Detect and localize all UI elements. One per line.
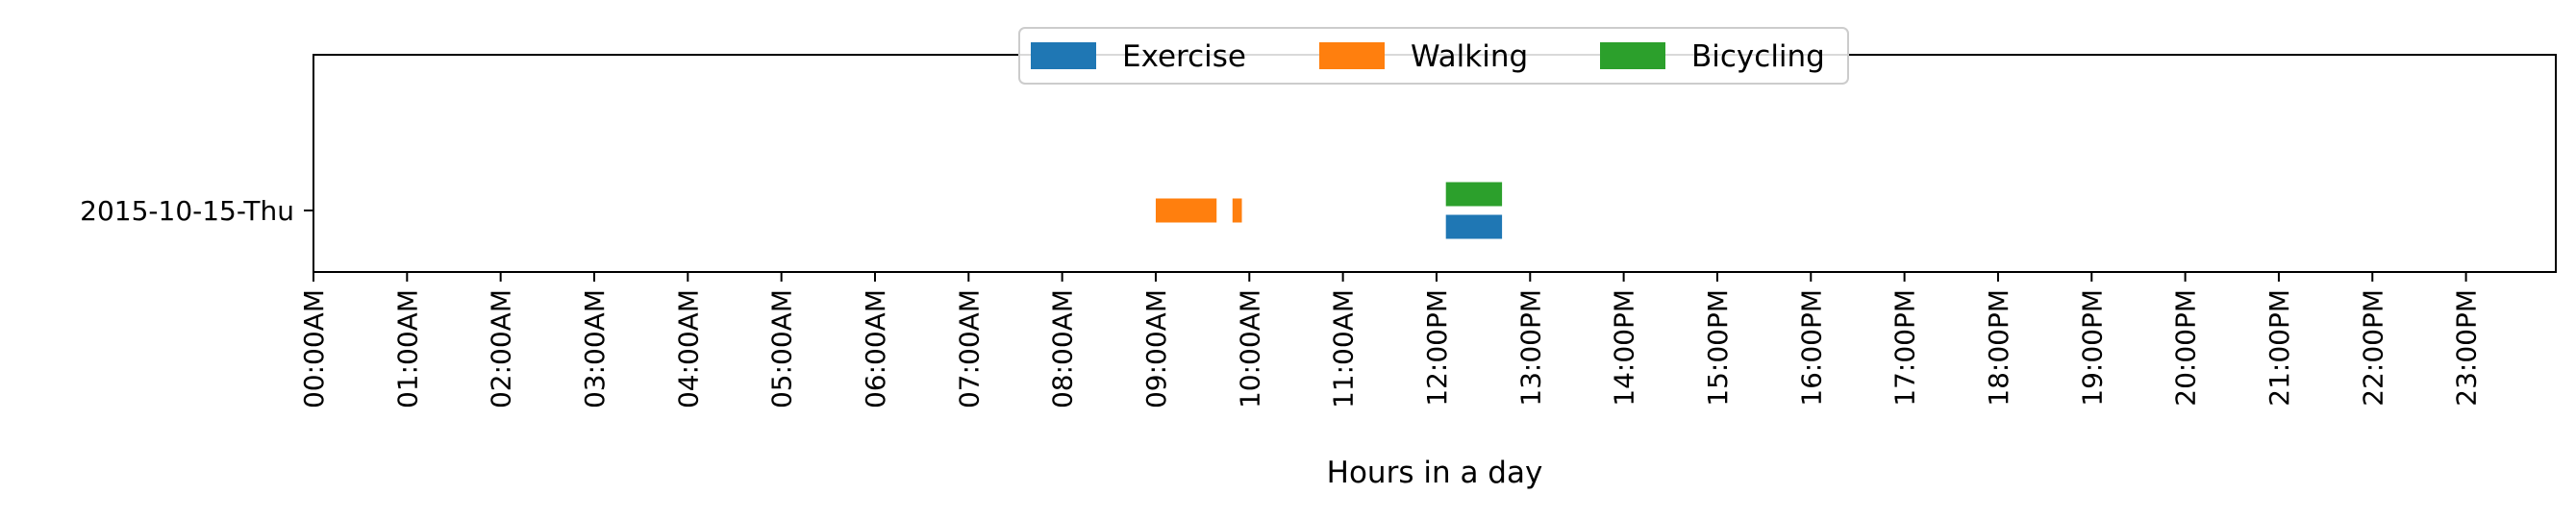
x-tick-label-18: 18:00PM <box>1983 289 2014 407</box>
legend-label-exercise: Exercise <box>1122 39 1246 74</box>
x-tick-label-1: 01:00AM <box>391 289 423 408</box>
x-tick-label-15: 15:00PM <box>1702 289 1734 407</box>
bar-exercise-0 <box>1445 214 1503 239</box>
x-tick-label-8: 08:00AM <box>1047 289 1079 408</box>
y-tick-label-0: 2015-10-15-Thu <box>80 195 294 227</box>
legend-swatch-exercise <box>1031 42 1096 69</box>
x-tick-label-4: 04:00AM <box>672 289 704 408</box>
x-tick-label-13: 13:00PM <box>1514 289 1546 407</box>
x-tick-label-23: 23:00PM <box>2451 289 2483 407</box>
x-tick-label-21: 21:00PM <box>2263 289 2295 407</box>
x-tick-label-5: 05:00AM <box>766 289 798 408</box>
x-tick-label-17: 17:00PM <box>1889 289 1921 407</box>
x-tick-label-20: 20:00PM <box>2170 289 2202 407</box>
x-tick-label-16: 16:00PM <box>1795 289 1827 407</box>
bar-walking-1 <box>1232 198 1242 223</box>
x-tick-label-0: 00:00AM <box>298 289 330 408</box>
x-tick-label-7: 07:00AM <box>953 289 985 408</box>
legend: Exercise Walking Bicycling <box>1018 27 1849 85</box>
x-axis-title: Hours in a day <box>1327 456 1543 490</box>
x-tick-label-19: 19:00PM <box>2076 289 2108 407</box>
legend-label-bicycling: Bicycling <box>1691 39 1825 74</box>
bar-bicycling-0 <box>1445 182 1503 207</box>
activity-bars <box>1155 182 1503 239</box>
legend-box <box>1018 27 1849 85</box>
x-tick-label-22: 22:00PM <box>2357 289 2388 407</box>
x-tick-label-12: 12:00PM <box>1421 289 1453 407</box>
x-tick-label-3: 03:00AM <box>579 289 611 408</box>
plot-frame <box>313 54 2557 273</box>
y-axis: 2015-10-15-Thu <box>80 195 313 227</box>
x-tick-label-10: 10:00AM <box>1234 289 1265 408</box>
x-axis: 00:00AM 01:00AM 02:00AM 03:00AM 04:00AM 05:00… <box>298 272 2483 408</box>
legend-swatch-walking <box>1319 42 1385 69</box>
x-tick-label-9: 09:00AM <box>1140 289 1172 408</box>
legend-label-walking: Walking <box>1411 39 1528 74</box>
x-tick-label-14: 14:00PM <box>1609 289 1640 407</box>
bar-walking-0 <box>1155 198 1217 223</box>
x-tick-label-2: 02:00AM <box>486 289 517 408</box>
x-tick-label-11: 11:00AM <box>1328 289 1360 408</box>
legend-swatch-bicycling <box>1600 42 1665 69</box>
x-tick-label-6: 06:00AM <box>860 289 891 408</box>
